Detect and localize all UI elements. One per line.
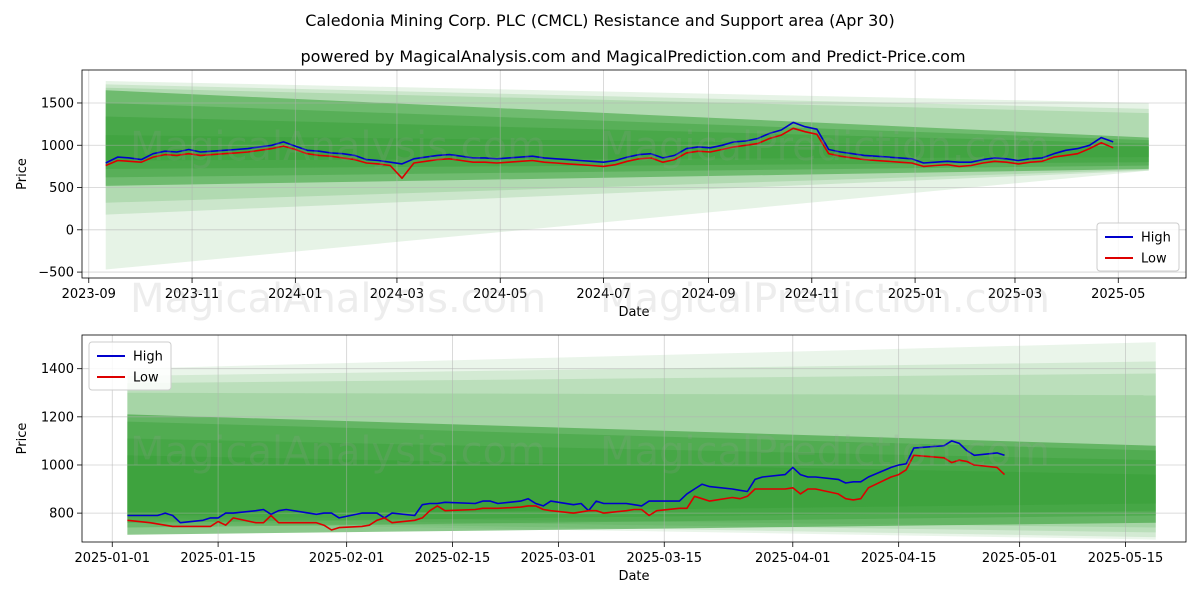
- chart0-grid: [82, 70, 1186, 278]
- chart0-xlabel: Date: [618, 305, 649, 320]
- chart1-xtick-label-9: 2025-05-15: [1088, 551, 1164, 566]
- chart1-xtick-label-6: 2025-04-01: [755, 551, 831, 566]
- chart1-legend: High Low: [88, 341, 172, 391]
- chart0-xtick-label-7: 2024-11: [785, 287, 839, 302]
- chart1-series: [127, 440, 1006, 531]
- bottom-chart-panel: 2025-01-01 2025-01-15 2025-02-01 2025-02-15…: [15, 334, 1187, 584]
- chart0-xtick-label-5: 2024-07: [576, 287, 630, 302]
- chart0-xtick-label-9: 2025-03: [988, 287, 1042, 302]
- chart0-xtick-label-6: 2024-09: [681, 287, 735, 302]
- chart0-xtick-label-0: 2023-09: [62, 287, 116, 302]
- chart0-support-resistance-bands: [105, 80, 1149, 270]
- watermark-mid-right: MagicalPrediction.com: [600, 276, 1050, 322]
- chart1-xtick-label-3: 2025-02-15: [415, 551, 491, 566]
- chart-subtitle: powered by MagicalAnalysis.com and Magic…: [300, 47, 965, 66]
- chart1-line-high: [127, 440, 1005, 524]
- chart0-frame: [81, 69, 1187, 279]
- chart0-band-6: [105, 135, 1149, 161]
- chart0-xtick-label-10: 2025-05: [1091, 287, 1145, 302]
- chart0-ytick-label-2: 500: [49, 181, 74, 196]
- chart1-xtick-label-1: 2025-01-15: [180, 551, 256, 566]
- chart0-legend: High Low: [1096, 222, 1180, 272]
- chart0-xtick-label-2: 2024-01: [268, 287, 322, 302]
- chart1-line-low: [127, 454, 1006, 531]
- chart1-ylabel: Price: [15, 423, 30, 455]
- chart1-xtick-label-2: 2025-02-01: [309, 551, 385, 566]
- chart0-legend-label-high: High: [1141, 231, 1171, 246]
- chart1-legend-label-high: High: [133, 350, 163, 365]
- chart0-ytick-label-0: −500: [38, 266, 74, 281]
- chart1-grid: [82, 335, 1186, 542]
- chart0-ytick-label-1: 0: [66, 223, 74, 238]
- chart1-xtick-label-0: 2025-01-01: [74, 551, 150, 566]
- chart1-xtick-label-8: 2025-05-01: [982, 551, 1058, 566]
- chart0-legend-label-low: Low: [1141, 252, 1167, 267]
- chart1-ytick-label-2: 1200: [41, 410, 74, 425]
- chart1-ytick-label-3: 1400: [41, 362, 74, 377]
- chart1-legend-label-low: Low: [133, 371, 159, 386]
- watermark-bottom-left: MagicalAnalysis.com: [130, 429, 546, 475]
- chart0-ytick-label-3: 1000: [41, 139, 74, 154]
- chart0-ytick-label-4: 1500: [41, 96, 74, 111]
- chart1-frame: [81, 334, 1187, 543]
- chart0-ylabel: Price: [15, 158, 30, 190]
- chart0-xtick-label-1: 2023-11: [165, 287, 219, 302]
- chart1-ytick-label-1: 1000: [41, 458, 74, 473]
- watermark-top-left: MagicalAnalysis.com: [130, 124, 546, 170]
- chart1-xtick-label-4: 2025-03-01: [521, 551, 597, 566]
- chart0-line-low: [105, 127, 1114, 179]
- chart0-band-5: [105, 116, 1149, 169]
- chart0-xtick-label-3: 2024-03: [370, 287, 424, 302]
- chart1-xtick-label-5: 2025-03-15: [626, 551, 702, 566]
- watermark-top-right: MagicalPrediction.com: [600, 124, 1050, 170]
- chart1-xlabel: Date: [618, 569, 649, 584]
- chart0-xtick-label-8: 2025-01: [888, 287, 942, 302]
- watermark-mid-left: MagicalAnalysis.com: [130, 276, 546, 322]
- chart1-ytick-label-0: 800: [49, 507, 74, 522]
- chart1-xtick-label-7: 2025-04-15: [861, 551, 937, 566]
- watermark-bottom-right: MagicalPrediction.com: [600, 429, 1050, 475]
- chart-title: Caledonia Mining Corp. PLC (CMCL) Resist…: [305, 11, 894, 30]
- chart0-series: [105, 121, 1114, 179]
- top-chart-panel: 2023-09 2023-11 2024-01 2024-03 2024-05 2024-…: [15, 69, 1187, 320]
- chart0-xtick-label-4: 2024-05: [473, 287, 527, 302]
- chart0-line-high: [105, 121, 1114, 165]
